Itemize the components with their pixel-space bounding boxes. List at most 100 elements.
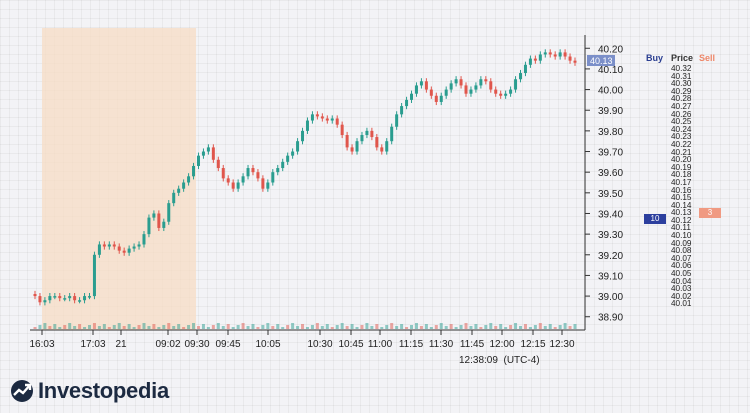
- ladder-price-level[interactable]: 40.17: [671, 177, 692, 187]
- ladder-price-level[interactable]: 40.05: [671, 269, 692, 279]
- candle-body: [325, 118, 329, 121]
- candle-body: [196, 155, 200, 166]
- candle-body: [177, 188, 181, 193]
- volume-bar: [132, 327, 136, 329]
- candle-body: [469, 89, 473, 94]
- ladder-price-level[interactable]: 40.15: [671, 193, 692, 203]
- ladder-price-level[interactable]: 40.31: [671, 71, 692, 81]
- ladder-price-level[interactable]: 40.26: [671, 109, 692, 119]
- current-time: 12:38:09: [459, 355, 498, 366]
- candle-body: [112, 244, 116, 247]
- candle-body: [187, 176, 191, 183]
- ladder-price-level[interactable]: 40.04: [671, 276, 692, 286]
- ladder-price-level[interactable]: 40.18: [671, 170, 692, 180]
- buy-column-header[interactable]: Buy: [646, 53, 664, 63]
- volume-bar: [419, 326, 423, 329]
- ladder-price-level[interactable]: 40.25: [671, 117, 692, 127]
- candle-body: [167, 203, 171, 222]
- volume-bar: [523, 324, 527, 329]
- candle-body: [246, 168, 250, 177]
- ladder-price-level[interactable]: 40.06: [671, 261, 692, 271]
- volume-bar: [444, 326, 448, 329]
- candle-body: [211, 147, 215, 160]
- candle-body: [568, 56, 572, 61]
- candle-body: [231, 182, 235, 189]
- candle-body: [320, 116, 324, 119]
- ladder-price-level[interactable]: 40.29: [671, 86, 692, 96]
- ladder-price-level[interactable]: 40.19: [671, 162, 692, 172]
- volume-layer: [33, 323, 577, 329]
- candle-body: [414, 85, 418, 94]
- ladder-price-level[interactable]: 40.01: [671, 299, 692, 309]
- time-tick-label: 11:45: [460, 339, 485, 350]
- volume-bar: [528, 327, 532, 329]
- sell-column-header[interactable]: Sell: [699, 53, 716, 63]
- time-tick-label: 10:05: [255, 339, 280, 350]
- ladder-price-level[interactable]: 40.14: [671, 200, 692, 210]
- ladder-price-level[interactable]: 40.08: [671, 246, 692, 256]
- volume-bar: [410, 325, 414, 329]
- ladder-price-level[interactable]: 40.23: [671, 132, 692, 142]
- ladder-price-level[interactable]: 40.12: [671, 215, 692, 225]
- volume-bar: [568, 326, 572, 329]
- sell-size-badge[interactable]: 3: [699, 208, 721, 218]
- candle-body: [424, 81, 428, 90]
- candle-body: [405, 99, 409, 107]
- candle-body: [33, 294, 37, 297]
- buy-size-badge[interactable]: 10: [644, 214, 666, 224]
- volume-bar: [385, 325, 389, 329]
- candle-body: [543, 52, 547, 55]
- ladder-price-level[interactable]: 40.16: [671, 185, 692, 195]
- time-tick-label: 12:00: [489, 339, 514, 350]
- ladder-price-level[interactable]: 40.21: [671, 147, 692, 157]
- price-tick-label: 39.50: [598, 189, 623, 200]
- volume-bar: [286, 325, 290, 329]
- extended-hours-shade: [42, 28, 196, 330]
- ladder-price-level[interactable]: 40.20: [671, 155, 692, 165]
- volume-bar: [78, 324, 82, 329]
- ladder-price-level[interactable]: 40.03: [671, 284, 692, 294]
- volume-bar: [53, 324, 57, 329]
- volume-bar: [424, 324, 428, 329]
- candle-body: [454, 79, 458, 84]
- volume-bar: [68, 323, 72, 329]
- candle-body: [553, 54, 557, 57]
- volume-bar: [192, 323, 196, 329]
- candle-body: [429, 89, 433, 96]
- ladder-price-level[interactable]: 40.24: [671, 124, 692, 134]
- candle-body: [509, 89, 513, 94]
- volume-bar: [315, 323, 319, 329]
- ladder-price-level[interactable]: 40.30: [671, 79, 692, 89]
- ladder-price-level[interactable]: 40.13: [671, 208, 692, 218]
- volume-bar: [414, 323, 418, 329]
- candle-body: [355, 141, 359, 152]
- candle-body: [395, 114, 399, 127]
- ladder-price-level[interactable]: 40.10: [671, 231, 692, 241]
- ladder-price-level[interactable]: 40.07: [671, 253, 692, 263]
- candle-body: [340, 124, 344, 135]
- ladder-price-level[interactable]: 40.27: [671, 101, 692, 111]
- volume-bar: [395, 326, 399, 329]
- volume-bar: [157, 327, 161, 329]
- volume-bar: [97, 326, 101, 329]
- candle-body: [241, 176, 245, 183]
- ladder-price-level[interactable]: 40.11: [671, 223, 691, 233]
- ladder-price-level[interactable]: 40.28: [671, 94, 692, 104]
- candle-body: [439, 95, 443, 102]
- ladder-price-level[interactable]: 40.22: [671, 139, 692, 149]
- ladder-price-level[interactable]: 40.32: [671, 64, 692, 73]
- ladder-price-level[interactable]: 40.09: [671, 238, 692, 248]
- candle-body: [296, 141, 300, 152]
- volume-bar: [266, 323, 270, 329]
- volume-bar: [320, 326, 324, 329]
- candle-body: [53, 296, 57, 298]
- volume-bar: [216, 323, 220, 329]
- candle-body: [182, 182, 186, 189]
- price-column-header: Price: [671, 53, 694, 63]
- ladder-price-level[interactable]: 40.02: [671, 291, 692, 301]
- current-price-tag: [587, 55, 615, 66]
- candle-body: [92, 254, 96, 297]
- volume-bar: [117, 323, 121, 329]
- volume-bar: [261, 325, 265, 329]
